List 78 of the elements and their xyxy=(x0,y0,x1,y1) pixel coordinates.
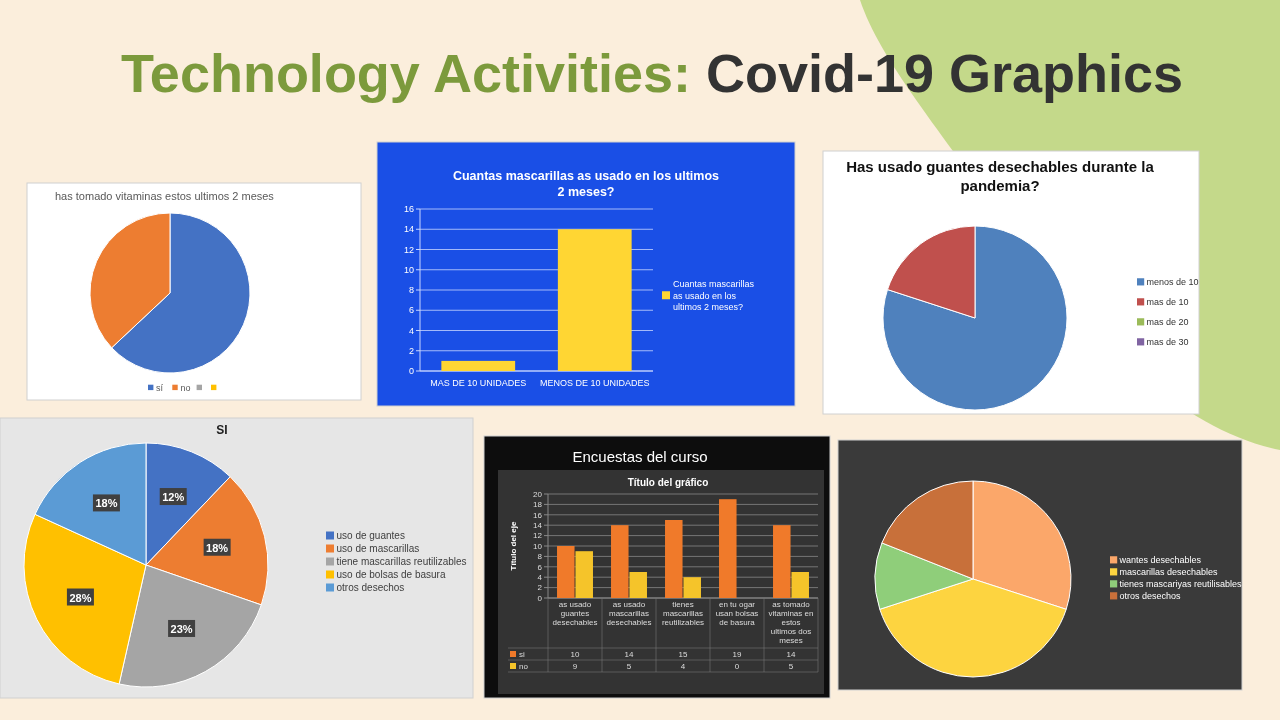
x-tick-label: as usado mascarillas desechables xyxy=(606,600,652,627)
legend-label: uso de mascarillas xyxy=(336,543,420,554)
legend-label: mas de 30 xyxy=(1146,337,1189,347)
y-tick-label: 0 xyxy=(408,366,414,377)
y-tick-label: 2 xyxy=(408,345,414,356)
data-label: 5 xyxy=(788,662,794,671)
data-label: 12% xyxy=(162,491,185,504)
y-tick-label: 6 xyxy=(408,305,414,316)
y-tick-label: 12 xyxy=(403,244,414,255)
legend-label: no xyxy=(519,662,529,671)
y-tick-label: 8 xyxy=(537,552,543,562)
legend-label: uso de guantes xyxy=(336,530,405,541)
y-tick-label: 18 xyxy=(533,500,543,510)
y-tick-label: 2 xyxy=(537,583,543,593)
y-tick-label: 16 xyxy=(533,510,543,520)
legend-label: mas de 10 xyxy=(1146,297,1189,307)
legend-label: otros desechos xyxy=(336,582,405,593)
x-tick-label: as tomado vitaminas en estos ultimos dos meses xyxy=(768,600,814,645)
y-tick-label: 4 xyxy=(537,573,543,582)
bar xyxy=(773,525,791,598)
y-tick-label: 0 xyxy=(537,593,543,603)
y-tick-label: 10 xyxy=(403,264,414,275)
legend-label: no xyxy=(180,383,191,393)
bar xyxy=(557,546,575,598)
chart-title: has tomado vitaminas estos ultimos 2 meses xyxy=(55,190,275,202)
legend-label: mascarillas desechables xyxy=(1119,567,1218,577)
y-tick-label: 12 xyxy=(533,531,543,541)
chart-title: Has usado guantes desechables durante la pandemia? xyxy=(846,158,1155,194)
y-tick-label: 20 xyxy=(533,489,543,499)
data-label: 5 xyxy=(626,662,632,671)
bar xyxy=(611,525,629,598)
bar xyxy=(791,572,809,598)
y-tick-label: 4 xyxy=(408,325,414,336)
legend-label: mas de 20 xyxy=(1146,317,1189,327)
chart-subtitle: Título del gráfico xyxy=(627,477,709,488)
y-tick-label: 16 xyxy=(403,204,414,215)
data-label: 18% xyxy=(206,541,229,554)
data-label: 19 xyxy=(732,650,742,659)
chart-title: Encuestas del curso xyxy=(572,448,708,465)
legend-label: tienes mascariyas reutilisables xyxy=(1119,579,1242,589)
data-label: 23% xyxy=(170,622,193,635)
x-tick-label: as usado guantes desechables xyxy=(552,600,598,627)
data-label: 10 xyxy=(570,650,580,659)
data-label: 14 xyxy=(624,650,634,659)
text: Technology Activities: Covid-19 Graphics xyxy=(120,43,1184,103)
data-label: 0 xyxy=(734,662,740,671)
legend-label: Cuantas mascarillas as usado en los ultimos 2 meses? xyxy=(673,279,755,313)
legend-label: uso de bolsas de basura xyxy=(336,569,446,580)
y-tick-label: 8 xyxy=(408,285,414,296)
y-tick-label: 6 xyxy=(537,562,543,572)
legend-label: otros desechos xyxy=(1119,591,1181,601)
bar xyxy=(683,577,701,598)
bar xyxy=(719,499,737,598)
y-tick-label: 10 xyxy=(533,541,543,551)
bar xyxy=(629,572,647,598)
y-axis-title: Título del eje xyxy=(509,521,518,571)
legend-label: wantes desechables xyxy=(1118,555,1202,565)
bar xyxy=(665,520,683,598)
data-label: 4 xyxy=(680,662,686,671)
chart-title: SI xyxy=(216,423,228,437)
x-tick-label: en tu ogar usan bolsas de basura xyxy=(715,600,759,627)
bar xyxy=(575,551,593,598)
chart-title: Cuantas mascarillas as usado en los ultimos 2 meses? xyxy=(452,169,720,199)
legend-label: menos de 10 xyxy=(1146,277,1199,287)
pie-slice xyxy=(882,225,1068,411)
data-label: 18% xyxy=(95,497,118,510)
legend-label: si xyxy=(519,650,525,659)
data-label: 14 xyxy=(786,650,796,659)
x-tick-label: tienes mascarillas reutilizables xyxy=(661,600,705,627)
data-label: 28% xyxy=(69,591,92,604)
legend-label: tiene mascarillas reutilizables xyxy=(336,556,467,567)
y-tick-label: 14 xyxy=(533,521,543,530)
data-label: 15 xyxy=(678,650,688,659)
data-label: 9 xyxy=(572,662,578,671)
x-tick-label: MENOS DE 10 UNIDADES xyxy=(539,378,650,388)
y-tick-label: 14 xyxy=(403,224,414,235)
x-tick-label: MAS DE 10 UNIDADES xyxy=(430,378,527,388)
legend-label: sí xyxy=(156,383,164,393)
